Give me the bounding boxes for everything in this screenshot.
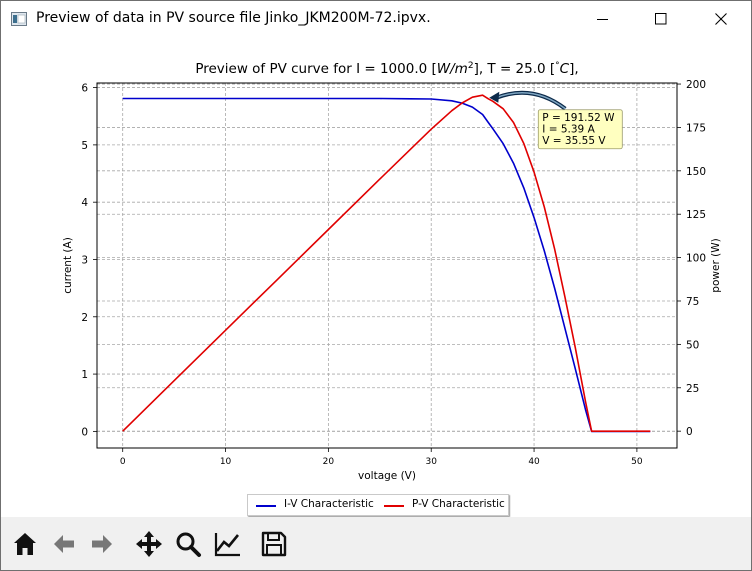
magnifier-icon — [176, 532, 201, 557]
pan-button[interactable] — [135, 530, 163, 558]
figure-canvas[interactable]: 0 10 20 30 40 50 0 1 2 3 4 5 6 0 25 50 75 100 125 150 175 200… — [1, 38, 751, 515]
x-tick-label: 10 — [220, 457, 232, 467]
annotation-voltage: V = 35.55 V — [542, 135, 606, 147]
y2-tick-label: 75 — [686, 296, 699, 308]
max-power-annotation: P = 191.52 W I = 5.39 A V = 35.55 V — [489, 90, 623, 150]
title-deg: ° — [555, 61, 560, 71]
move-icon — [136, 531, 162, 557]
title-unit2: C — [560, 61, 570, 77]
legend: I-V Characteristic P-V Characteristic — [247, 494, 509, 516]
minimize-button[interactable] — [575, 1, 633, 38]
save-button[interactable] — [260, 530, 288, 558]
back-button[interactable] — [50, 530, 78, 558]
y2-tick-label: 125 — [686, 209, 706, 221]
x-tick-label: 20 — [323, 457, 335, 467]
chart-title: Preview of PV curve for I = 1000.0 [W/m2… — [195, 61, 578, 77]
configure-subplots-button[interactable] — [213, 530, 241, 558]
pv-curve — [122, 94, 651, 433]
window-title: Preview of data in PV source file Jinko_… — [36, 10, 431, 26]
home-button[interactable] — [11, 530, 39, 558]
y2-tick-label: 200 — [686, 79, 706, 91]
minimize-icon — [597, 19, 608, 20]
forward-button[interactable] — [88, 530, 116, 558]
title-post: ], — [569, 61, 579, 77]
annotation-box — [537, 109, 623, 150]
app-icon — [11, 12, 27, 26]
iv-curve — [122, 97, 651, 433]
close-button[interactable] — [693, 1, 751, 38]
navigation-toolbar — [1, 517, 751, 570]
y-tick-label: 2 — [81, 312, 88, 324]
x-axis-label: voltage (V) — [358, 470, 416, 482]
legend-line-pv — [384, 505, 404, 507]
x-tick-label: 50 — [631, 457, 643, 467]
y2-tick-label: 0 — [686, 426, 693, 438]
x-tick-label: 40 — [528, 457, 540, 467]
title-bar[interactable]: Preview of data in PV source file Jinko_… — [1, 1, 751, 38]
arrow-right-icon — [92, 535, 112, 553]
y2-tick-label: 50 — [686, 339, 699, 351]
x-tick-label: 0 — [120, 457, 126, 467]
legend-label-pv: P-V Characteristic — [412, 498, 505, 510]
y2-tick-label: 25 — [686, 383, 699, 395]
annotation-power: P = 191.52 W — [542, 112, 615, 124]
y2-tick-label: 100 — [686, 253, 706, 265]
zoom-button[interactable] — [174, 530, 202, 558]
y-tick-label: 3 — [81, 254, 88, 266]
y2-tick-label: 150 — [686, 166, 706, 178]
axes-frame — [96, 82, 678, 449]
y-tick-label: 1 — [81, 369, 88, 381]
title-mid: ], T = 25.0 [ — [474, 61, 556, 77]
y-tick-label: 6 — [81, 83, 88, 95]
pv-curve-chart[interactable]: 0 10 20 30 40 50 0 1 2 3 4 5 6 0 25 50 75 100 125 150 175 200… — [1, 38, 751, 515]
y2-axis-label: power (W) — [710, 238, 722, 292]
close-icon — [715, 13, 727, 25]
line-chart-icon — [214, 533, 240, 557]
y-axis-label: current (A) — [62, 237, 74, 294]
annotation-arrowhead — [489, 91, 500, 103]
series-layer — [122, 94, 651, 433]
annotation-current: I = 5.39 A — [542, 123, 595, 135]
y-tick-label: 5 — [81, 140, 88, 152]
x-tick-label: 30 — [425, 457, 437, 467]
maximize-icon — [655, 13, 667, 25]
y-tick-label: 4 — [81, 197, 88, 209]
legend-line-iv — [256, 505, 276, 507]
arrow-left-icon — [54, 535, 74, 553]
title-pre: Preview of PV curve for I = 1000.0 [ — [195, 61, 436, 77]
tick-layer: 0 10 20 30 40 50 0 1 2 3 4 5 6 0 25 50 75 100 125 150 175 200 — [81, 79, 706, 467]
grid-lines — [97, 83, 677, 448]
title-unit1: W/m — [437, 61, 468, 77]
floppy-disk-icon — [261, 531, 287, 557]
y2-tick-label: 175 — [686, 122, 706, 134]
annotation-arrow-fill — [496, 92, 566, 110]
legend-label-iv: I-V Characteristic — [284, 498, 374, 510]
home-icon — [14, 533, 36, 555]
maximize-button[interactable] — [633, 1, 691, 38]
y-tick-label: 0 — [81, 426, 88, 438]
title-sup: 2 — [468, 61, 474, 71]
